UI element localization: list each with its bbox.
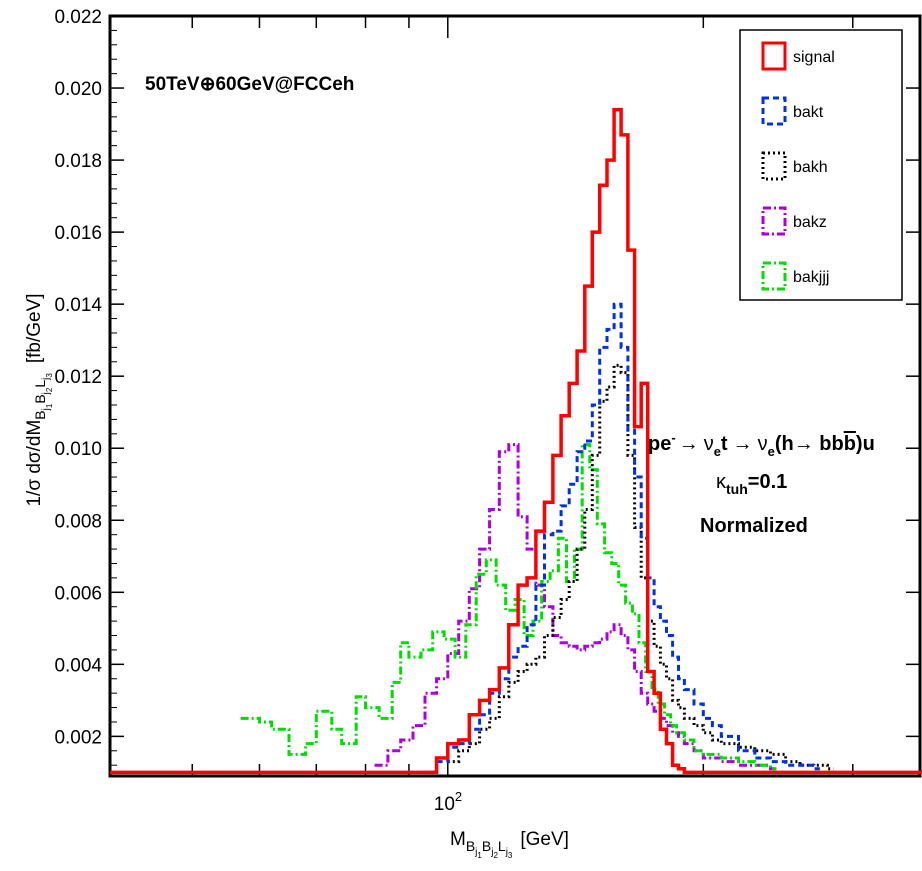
process-bbar: b bbox=[844, 433, 856, 455]
x-tick-base: 10 bbox=[434, 794, 455, 815]
normalized-annotation: Normalized bbox=[700, 515, 808, 537]
ylabel-unit: [fb/GeV] bbox=[24, 293, 45, 363]
series-bakh bbox=[447, 363, 834, 771]
xlabel-unit: [GeV] bbox=[520, 829, 569, 850]
kappa-value: =0.1 bbox=[748, 471, 787, 493]
ylabel-sub1: B bbox=[32, 410, 48, 419]
y-tick-label: 0.010 bbox=[54, 439, 102, 460]
ylabel-sub3-j: j bbox=[41, 378, 52, 381]
legend-swatch-bakjjj bbox=[761, 261, 787, 291]
kappa-symbol: κ bbox=[716, 471, 727, 493]
plot-frame bbox=[108, 14, 922, 778]
process-nu: ν bbox=[704, 433, 714, 455]
y-tick-label: 0.018 bbox=[54, 151, 102, 172]
x-tick-label: 102 bbox=[434, 789, 462, 815]
x-axis-ticks: 102 bbox=[109, 16, 854, 815]
y-tick-label: 0.016 bbox=[54, 223, 102, 244]
xlabel-j3: j bbox=[505, 847, 508, 858]
kappa-annotation: κtuh=0.1 bbox=[716, 471, 787, 497]
xlabel-j1: j bbox=[474, 847, 477, 858]
ylabel-sub3-idx: 3 bbox=[45, 373, 54, 378]
legend-swatch-bakz bbox=[761, 206, 787, 236]
xlabel-i1: 1 bbox=[477, 851, 482, 860]
process-p1-sup: - bbox=[671, 430, 675, 445]
process-tail: )u bbox=[856, 433, 875, 455]
y-axis-ticks: 0.002 0.004 0.006 0.008 0.010 0.012 0.014 0.016… bbox=[54, 7, 920, 766]
series-layer bbox=[110, 107, 922, 775]
xlabel-i2: 2 bbox=[493, 851, 498, 860]
y-tick-label: 0.002 bbox=[54, 727, 102, 748]
legend-label-bakh: bakh bbox=[793, 159, 828, 176]
y-tick-label: 0.004 bbox=[54, 655, 102, 676]
process-arrow: → bbox=[679, 433, 699, 455]
legend-box bbox=[739, 29, 903, 301]
process-annotation: pe- → νet → νe(h→ bbb)u bbox=[648, 430, 875, 459]
series-bakz bbox=[374, 443, 777, 771]
legend-label-bakjjj: bakjjj bbox=[793, 269, 829, 286]
series-bakjjj bbox=[240, 443, 777, 771]
ylabel-sub1-idx: 1 bbox=[45, 403, 54, 408]
legend-label-bakt: bakt bbox=[793, 104, 824, 121]
energy-annotation: 50TeV⊕60GeV@FCCeh bbox=[145, 74, 354, 95]
xlabel-b1: B bbox=[466, 838, 475, 854]
kappa-sub: tuh bbox=[726, 481, 748, 497]
xlabel-b2: B bbox=[482, 838, 491, 854]
xlabel-l: L bbox=[498, 838, 506, 854]
x-axis-label: MBj1Bj2Lj3[GeV] bbox=[450, 829, 569, 860]
ylabel-sub1-j: j bbox=[41, 408, 52, 411]
y-tick-label: 0.014 bbox=[54, 295, 102, 316]
xlabel-main: M bbox=[450, 829, 466, 850]
legend-swatch-bakh bbox=[761, 151, 787, 181]
x-tick-exponent: 2 bbox=[455, 789, 462, 804]
process-nu2-sub: e bbox=[768, 444, 775, 459]
y-tick-label: 0.006 bbox=[54, 583, 102, 604]
ylabel-sub2: B bbox=[32, 394, 48, 403]
legend-items: signal bakt bakh bakz bakjjj bbox=[761, 41, 835, 291]
y-tick-label: 0.022 bbox=[54, 7, 102, 28]
process-p1: pe bbox=[648, 433, 671, 455]
y-tick-label: 0.020 bbox=[54, 79, 102, 100]
y-tick-label: 0.008 bbox=[54, 511, 102, 532]
process-h: (h→ bb bbox=[775, 433, 844, 455]
y-tick-label: 0.012 bbox=[54, 367, 102, 388]
process-nu-sub: e bbox=[714, 444, 721, 459]
ylabel-sub2-idx: 2 bbox=[45, 387, 54, 392]
legend-label-signal: signal bbox=[793, 49, 835, 66]
legend-label-bakz: bakz bbox=[793, 214, 827, 231]
legend: signal bakt bakh bakz bakjjj bbox=[739, 29, 903, 301]
series-signal bbox=[110, 107, 922, 775]
process-nu2: ν bbox=[758, 433, 768, 455]
legend-swatch-signal bbox=[761, 41, 787, 71]
process-arrow-2: → bbox=[733, 433, 753, 455]
ylabel-sub2-j: j bbox=[41, 392, 52, 395]
legend-swatch-bakt bbox=[761, 96, 787, 126]
ylabel-prefix: 1/σ dσ/dM bbox=[24, 420, 45, 507]
ylabel-sub3: L bbox=[32, 380, 48, 388]
xlabel-i3: 3 bbox=[508, 851, 513, 860]
process-t: t bbox=[721, 433, 728, 455]
y-axis-label: 1/σ dσ/dMBj1Bj2Lj3[fb/GeV] bbox=[24, 293, 54, 506]
xlabel-j2: j bbox=[490, 847, 493, 858]
